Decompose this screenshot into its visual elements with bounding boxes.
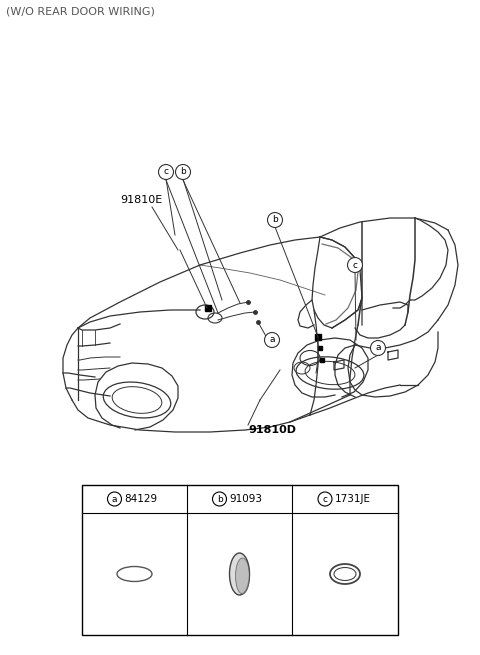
Text: a: a: [269, 335, 275, 345]
Circle shape: [158, 164, 173, 179]
Text: (W/O REAR DOOR WIRING): (W/O REAR DOOR WIRING): [6, 7, 155, 17]
Text: b: b: [180, 168, 186, 176]
Circle shape: [176, 164, 191, 179]
Text: 91093: 91093: [229, 494, 263, 504]
Circle shape: [348, 257, 362, 272]
Circle shape: [264, 333, 279, 348]
Text: a: a: [375, 343, 381, 352]
Ellipse shape: [236, 558, 250, 594]
Text: 91810D: 91810D: [248, 425, 296, 435]
Text: 84129: 84129: [124, 494, 157, 504]
Text: b: b: [216, 495, 222, 504]
Text: c: c: [164, 168, 168, 176]
Circle shape: [267, 212, 283, 227]
Ellipse shape: [229, 553, 250, 595]
Text: 1731JE: 1731JE: [335, 494, 371, 504]
Text: b: b: [272, 215, 278, 225]
Text: c: c: [352, 261, 358, 269]
Text: a: a: [112, 495, 117, 504]
Bar: [82, 485, 398, 635]
Circle shape: [371, 341, 385, 356]
Text: c: c: [323, 495, 327, 504]
Text: 91810E: 91810E: [120, 195, 162, 205]
